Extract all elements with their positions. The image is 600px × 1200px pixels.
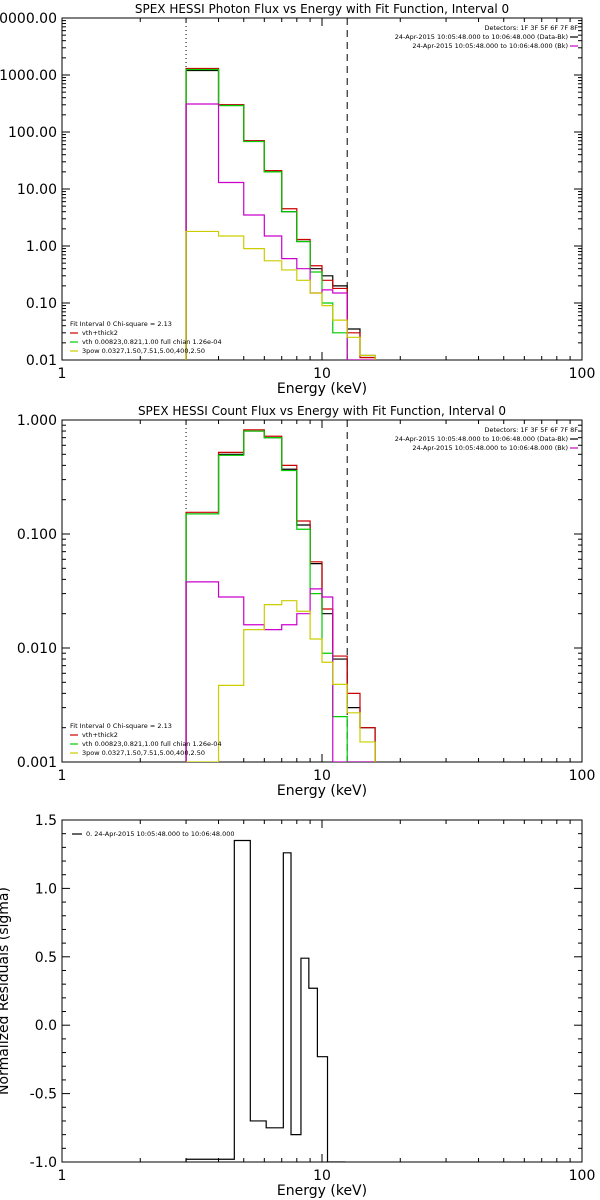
x-tick-label: 10 (313, 1168, 331, 1184)
header-line: Detectors: 1F 3F 5F 6F 7F 8F (484, 426, 578, 434)
y-tick-label: 1.0 (35, 881, 57, 897)
x-tick-label: 10 (313, 768, 331, 784)
plot-frame (61, 819, 583, 1163)
x-tick-label: 1 (58, 768, 67, 784)
chart-title: SPEX HESSI Count Flux vs Energy with Fit… (138, 404, 506, 418)
y-tick-label: 0.5 (35, 950, 57, 966)
y-tick-label: 1.00 (26, 239, 57, 255)
y-tick-label: -1.0 (30, 1155, 57, 1171)
y-tick-label: 0.010 (17, 641, 57, 657)
y-tick-label: 0.01 (26, 353, 57, 369)
y-tick-label: 0.10 (26, 296, 57, 312)
x-axis-label: Energy (keV) (277, 1183, 367, 1199)
legend-entry: vth+thick2 (82, 731, 118, 739)
x-tick-label: 100 (569, 768, 596, 784)
spectrum-series-1 (185, 429, 376, 762)
spectrum-series-3 (185, 581, 376, 762)
y-tick-label: 0.001 (17, 755, 57, 771)
count-flux-panel: 1 10 100 0.001 0.010 0.100 1.000 SPEX HESSI Cou… (17, 404, 595, 799)
y-tick-label: 1000.00 (0, 68, 57, 84)
y-tick-label: -0.5 (30, 1087, 57, 1103)
spectrum-series-0 (185, 839, 346, 1162)
y-tick-label: 0.100 (17, 527, 57, 543)
plot-frame (61, 17, 583, 361)
spectrum-series-2 (185, 68, 376, 360)
spectrum-series-1 (185, 67, 376, 360)
x-axis-label: Energy (keV) (277, 381, 367, 397)
photon-flux-panel: 1 10 100 0.01 0.10 1.00 10.00 100.00 1000.00 1000… (0, 2, 595, 397)
y-tick-label: 1.5 (35, 813, 57, 829)
chart-title: SPEX HESSI Photon Flux vs Energy with Fi… (135, 2, 509, 16)
residuals-panel: 1 10 100 -1.0 -0.5 0.0 0.5 1.0 1.5 Energy (keV) No… (0, 813, 595, 1199)
x-tick-label: 1 (58, 1168, 67, 1184)
y-tick-label: 0.0 (35, 1018, 57, 1034)
y-tick-label: 10.00 (17, 182, 57, 198)
legend-title: Fit Interval 0 Chi-square = 2.13 (70, 320, 172, 328)
header-line: 24-Apr-2015 10:05:48.000 to 10:06:48.000… (395, 435, 568, 443)
y-tick-label: 1.000 (17, 413, 57, 429)
spectrum-series-2 (185, 430, 376, 762)
header-line: 24-Apr-2015 10:05:48.000 to 10:06:48.000… (395, 33, 568, 41)
spectrum-series-4 (186, 600, 376, 762)
y-tick-label: 10000.00 (0, 11, 57, 27)
y-axis-label: Normalized Residuals (sigma) (0, 887, 12, 1095)
x-tick-label: 100 (569, 366, 596, 382)
header-line: Detectors: 1F 3F 5F 6F 7F 8F (484, 24, 578, 32)
x-tick-label: 1 (58, 366, 67, 382)
header-line: 24-Apr-2015 10:05:48.000 to 10:06:48.000… (412, 42, 568, 50)
legend-entry: vth 0.00823,0.821,1.00 full chian 1.26e-… (82, 338, 222, 346)
legend-entry: vth 0.00823,0.821,1.00 full chian 1.26e-… (82, 740, 222, 748)
legend-entry: 3pow 0.0327,1.50,7.51,5.00,400,2.50 (82, 347, 205, 355)
legend-entry: 0. 24-Apr-2015 10:05:48.000 to 10:06:48.… (86, 830, 235, 838)
x-axis-label: Energy (keV) (277, 783, 367, 799)
x-tick-label: 10 (313, 366, 331, 382)
legend-entry: 3pow 0.0327,1.50,7.51,5.00,400,2.50 (82, 749, 205, 757)
spectrum-series-0 (185, 430, 376, 762)
legend-entry: vth+thick2 (82, 329, 118, 337)
y-tick-label: 100.00 (8, 125, 57, 141)
spectrum-series-4 (185, 230, 376, 360)
spectrum-series-3 (185, 103, 376, 360)
x-tick-label: 100 (569, 1168, 596, 1184)
header-line: 24-Apr-2015 10:05:48.000 to 10:06:48.000… (412, 444, 568, 452)
legend-title: Fit Interval 0 Chi-square = 2.13 (70, 722, 172, 730)
